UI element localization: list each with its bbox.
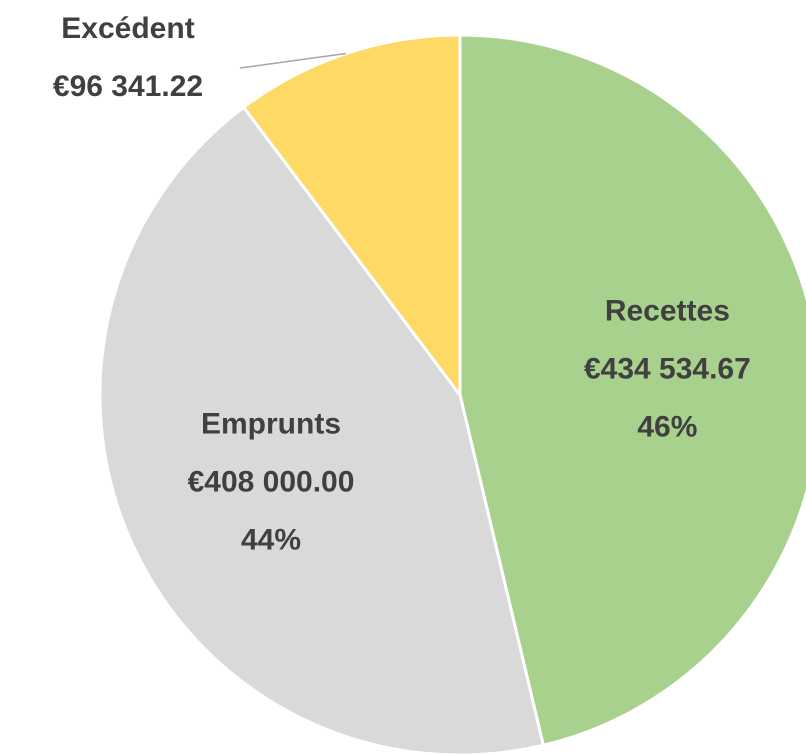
data-label: Excédent — [61, 12, 194, 45]
leader-line — [239, 52, 347, 69]
data-label: Recettes — [605, 295, 730, 328]
data-label: €408 000.00 — [188, 466, 355, 499]
pie-slice — [241, 33, 462, 400]
pie-slice — [458, 33, 806, 748]
pie-slice — [98, 105, 546, 755]
data-label: 46% — [637, 411, 697, 444]
data-label: €96 341.22 — [53, 70, 203, 103]
data-label: Emprunts — [201, 408, 341, 441]
data-label: 44% — [241, 524, 301, 557]
data-label: €434 534.67 — [584, 353, 751, 386]
